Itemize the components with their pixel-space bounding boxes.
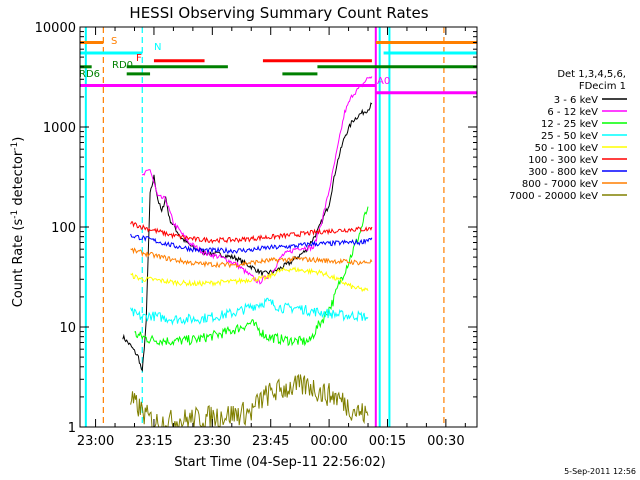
flag-label: N [154, 42, 161, 53]
y-tick-label: 10000 [35, 21, 76, 36]
legend-entry-label: 25 - 50 keV [541, 131, 598, 142]
flag-label: S [111, 36, 117, 47]
legend-entry-label: 7000 - 20000 keV [509, 191, 598, 202]
series-line [130, 266, 369, 293]
y-tick-label: 100 [51, 221, 76, 236]
series-line [134, 206, 369, 347]
legend-header: Det 1,3,4,5,6, [557, 69, 626, 80]
x-tick-label: 00:15 [369, 434, 406, 449]
x-tick-label: 23:30 [194, 434, 231, 449]
series-layer [122, 76, 373, 428]
chart-title: HESSI Observing Summary Count Rates [129, 4, 428, 22]
footer-date: 5-Sep-2011 12:56 [564, 467, 636, 476]
x-tick-label: 23:00 [77, 434, 114, 449]
series-line [130, 233, 373, 255]
legend-entry-label: 6 - 12 keV [547, 107, 598, 118]
y-tick-label: 10 [59, 321, 76, 336]
series-line [130, 221, 373, 244]
flag-label: F [136, 53, 142, 64]
legend-entry-label: 100 - 300 keV [528, 155, 598, 166]
legend-entry-label: 800 - 7000 keV [522, 179, 598, 190]
x-tick-label: 23:45 [252, 434, 289, 449]
x-tick-label: 00:30 [427, 434, 464, 449]
x-axis-label: Start Time (04-Sep-11 22:56:02) [174, 455, 385, 470]
series-line [141, 76, 373, 285]
legend-header: FDecim 1 [579, 81, 626, 92]
flag-label: RD0 [112, 60, 133, 71]
series-line [130, 373, 369, 428]
flag-label: RD6 [79, 69, 100, 80]
x-tick-label: 23:15 [135, 434, 172, 449]
series-line [130, 247, 373, 269]
y-tick-label: 1 [68, 421, 76, 436]
legend-entry-label: 300 - 800 keV [528, 167, 598, 178]
axes-layer: 23:00 23:15 23:30 23:45 00:00 00:15 00:30 1 10 10… [35, 21, 478, 449]
y-tick-label: 1000 [43, 121, 76, 136]
y-axis-label: Count Rate (s-1 detector-1) [10, 137, 26, 308]
legend-entry-label: 50 - 100 keV [535, 143, 599, 154]
series-line [122, 102, 373, 373]
x-tick-label: 00:00 [310, 434, 347, 449]
legend-entry-label: 3 - 6 keV [554, 95, 598, 106]
legend-entry-label: 12 - 25 keV [541, 119, 598, 130]
flag-label: A0 [377, 76, 390, 87]
series-line [130, 297, 369, 326]
